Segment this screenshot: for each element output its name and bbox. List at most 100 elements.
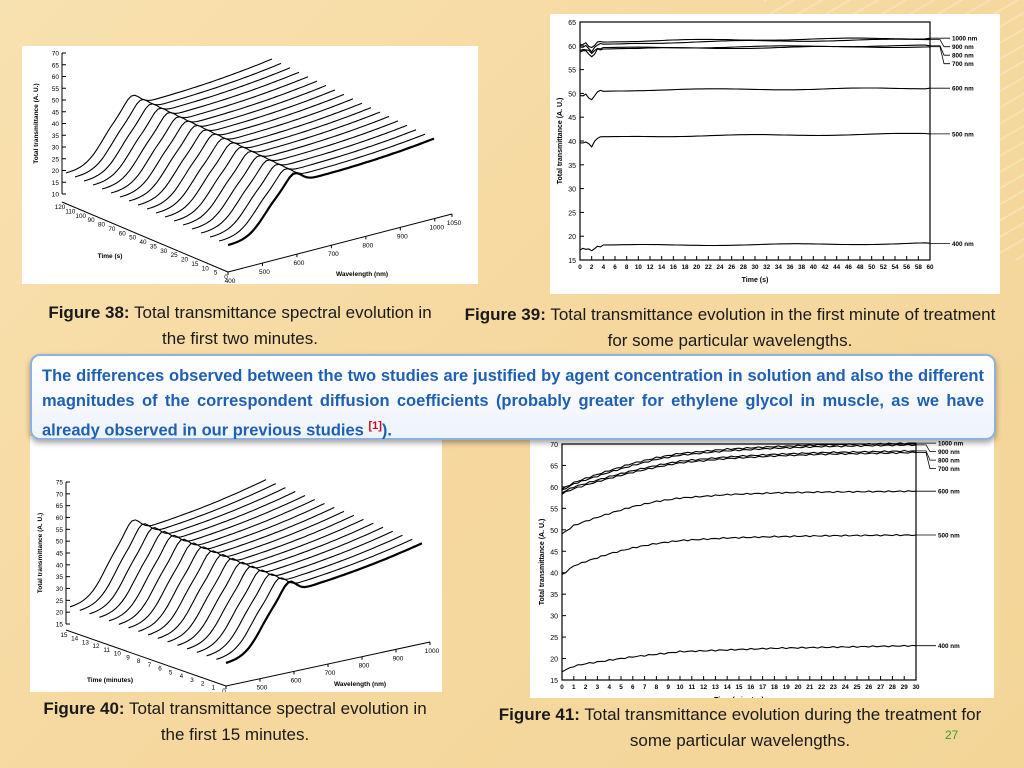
x-tick-label: 46	[845, 264, 853, 271]
figure-41-caption: Figure 41: Total transmittance evolution…	[495, 702, 985, 754]
series-label: 900 nm	[952, 44, 974, 51]
x-tick-label: 44	[833, 264, 841, 271]
series-line-1000nm	[561, 442, 916, 490]
y-tick-label: 75	[56, 480, 64, 487]
y-axis-title: Total transmittance (A. U.)	[33, 83, 40, 163]
y-tick-label: 30	[550, 614, 558, 621]
time-tick-label: 6	[158, 666, 162, 673]
x-tick-label: 16	[747, 684, 755, 691]
x-tick-label: 10	[635, 264, 643, 271]
y-tick-label: 20	[52, 168, 60, 175]
spectrum-curve	[146, 98, 354, 210]
time-axis-title: Time (s)	[98, 253, 123, 260]
x-tick-label: 26	[728, 264, 736, 271]
x-tick-label: 58	[915, 264, 923, 271]
spectrum-curve	[216, 538, 413, 660]
figure-41-text: Total transmittance evolution during the…	[584, 705, 982, 750]
x-tick-label: 25	[853, 684, 861, 691]
figure-40-caption: Figure 40: Total transmittance spectral …	[40, 696, 430, 748]
x-tick-label: 52	[880, 264, 888, 271]
y-tick-label: 30	[568, 187, 576, 194]
spectrum-curve	[83, 67, 291, 182]
y-tick-label: 45	[52, 109, 60, 116]
y-tick-label: 35	[550, 592, 558, 599]
spectrum-curve	[69, 479, 267, 608]
x-tick-label: 4	[607, 684, 611, 691]
figure-39-chart: 15 20 25 30 35 40 45 50 55 60 65 0 2 4 6 8 10 12 14 16 18 20 2…	[550, 14, 1000, 294]
time-tick-label: 70	[108, 226, 116, 233]
time-tick-label: 5	[214, 270, 218, 277]
spectrum-curve	[173, 111, 381, 222]
time-tick-label: 20	[181, 257, 189, 264]
x-tick-label: 21	[806, 684, 814, 691]
time-tick-label: 100	[75, 213, 86, 220]
callout-paragraph: The differences observed between the two…	[42, 364, 984, 444]
y-axis-title: Total transmittance (A. U.)	[557, 98, 564, 185]
x-tick-label: 19	[783, 684, 791, 691]
figure-39-text: Total transmittance evolution in the fir…	[550, 305, 996, 350]
time-tick-label: 35	[150, 243, 158, 250]
time-tick-label: 9	[126, 654, 130, 661]
figure-41-label: Figure 41:	[498, 705, 580, 724]
x-tick-label: 54	[891, 264, 899, 271]
time-tick-label: 0	[224, 274, 228, 281]
y-tick-label: 15	[568, 258, 576, 265]
x-tick-label: 36	[786, 264, 794, 271]
series-line-700nm	[561, 451, 917, 495]
wavelength-tick-label: 600	[291, 677, 302, 684]
time-tick-label: 15	[191, 261, 199, 268]
spectrum-curve	[167, 518, 364, 643]
spectrum-curve	[200, 124, 408, 234]
x-tick-label: 26	[865, 684, 873, 691]
plot-frame	[579, 21, 931, 261]
y-tick-label: 35	[56, 574, 64, 581]
spectrum-curve	[92, 71, 300, 186]
spectrum-curve	[182, 115, 390, 226]
figure-40-label: Figure 40:	[43, 699, 125, 718]
page-number: 27	[945, 728, 959, 742]
x-tick-label: 8	[625, 264, 629, 271]
figure-39-caption: Figure 39: Total transmittance evolution…	[455, 302, 1005, 354]
x-tick-label: 42	[821, 264, 829, 271]
spectrum-curve	[227, 137, 435, 247]
y-tick-label: 20	[550, 657, 558, 664]
wavelength-axis-title: Wavelength (nm)	[336, 271, 388, 278]
time-tick-label: 10	[202, 265, 210, 272]
time-tick-label: 25	[171, 252, 179, 259]
y-tick-label: 60	[568, 44, 576, 51]
series-line-600nm	[561, 490, 917, 535]
time-tick-label: 4	[180, 673, 184, 680]
spectrum-curve	[155, 102, 363, 214]
x-axis-title: Time (minutes)	[714, 697, 764, 698]
series-label: 400 nm	[938, 643, 960, 650]
reference-marker[interactable]: [1]	[368, 420, 382, 432]
y-tick-label: 70	[56, 491, 64, 498]
x-tick-label: 60	[926, 264, 934, 271]
y-tick-label: 50	[568, 91, 576, 98]
series-leader	[930, 45, 950, 56]
x-tick-label: 7	[643, 684, 647, 691]
y-tick-label: 35	[568, 163, 576, 170]
time-axis	[65, 629, 227, 687]
series-line-800nm	[579, 44, 931, 55]
time-axis-title: Time (minutes)	[87, 677, 133, 684]
y-tick-label: 25	[52, 156, 60, 163]
spectrum-curve	[196, 530, 394, 653]
x-tick-label: 13	[712, 684, 720, 691]
time-tick-label: 0	[222, 688, 226, 692]
x-tick-label: 2	[584, 684, 588, 691]
x-tick-label: 2	[590, 264, 594, 271]
series-label: 800 nm	[938, 458, 960, 465]
x-tick-label: 17	[759, 684, 767, 691]
y-tick-label: 40	[56, 562, 64, 569]
series-label: 600 nm	[938, 489, 960, 496]
x-tick-label: 29	[901, 684, 909, 691]
x-tick-label: 34	[775, 264, 783, 271]
series-leader	[930, 39, 950, 48]
series-label: 900 nm	[938, 449, 960, 456]
y-tick-label: 15	[56, 622, 64, 629]
time-tick-label: 10	[114, 651, 122, 658]
y-tick-label: 60	[550, 485, 558, 492]
